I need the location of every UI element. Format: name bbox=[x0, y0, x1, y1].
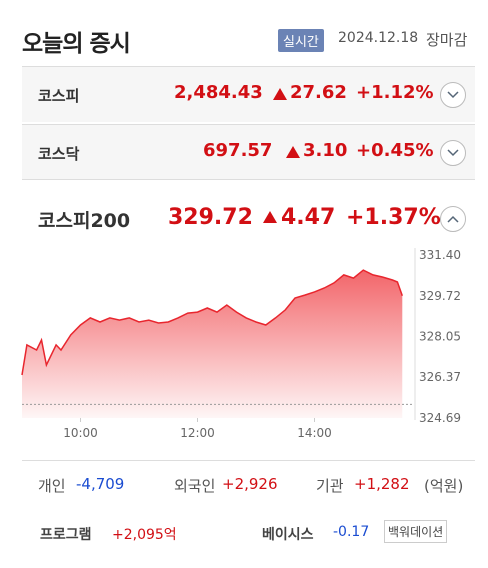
index-value: 329.72 bbox=[168, 205, 253, 230]
investor-value: +1,282 bbox=[354, 475, 410, 493]
area bbox=[22, 270, 403, 418]
y-tick-label: 331.40 bbox=[419, 248, 461, 262]
index-name: 코스닥 bbox=[38, 145, 80, 163]
index-change: 3.10 bbox=[303, 140, 348, 161]
date: 2024.12.18 bbox=[338, 30, 419, 46]
basis-state: 백워데이션 bbox=[384, 520, 448, 543]
index-name: 코스피200 bbox=[38, 210, 131, 232]
investor-bar: 개인 -4,709 외국인 +2,926 기관 +1,282 (억원) bbox=[22, 460, 475, 506]
index-percent: +1.12% bbox=[356, 82, 434, 103]
index-percent: +1.37% bbox=[346, 205, 441, 230]
title: 오늘의 증시 bbox=[22, 31, 131, 57]
index-change: 27.62 bbox=[290, 82, 347, 103]
basis-value: -0.17 bbox=[333, 524, 370, 540]
unit: (억원) bbox=[424, 477, 464, 495]
investor-value: -4,709 bbox=[76, 475, 125, 493]
price-line bbox=[21, 269, 404, 376]
investor-name: 개인 bbox=[38, 477, 66, 495]
x-tick-label: 10:00 bbox=[63, 426, 98, 440]
live-badge: 실시간 bbox=[278, 29, 324, 52]
up-icon bbox=[263, 211, 277, 223]
index-value: 2,484.43 bbox=[174, 82, 263, 103]
basis-label: 베이시스 bbox=[262, 527, 314, 543]
index-change: 4.47 bbox=[281, 205, 336, 230]
chart: 331.40 329.72 328.05 326.37 324.69 10:00 12:00… bbox=[21, 248, 461, 440]
y-tick-label: 326.37 bbox=[419, 370, 461, 384]
index-name: 코스피 bbox=[38, 87, 80, 105]
index-percent: +0.45% bbox=[356, 140, 434, 161]
index-value: 697.57 bbox=[203, 140, 273, 161]
y-tick-label: 324.69 bbox=[419, 411, 461, 425]
y-tick-label: 329.72 bbox=[419, 289, 461, 303]
program-value: +2,095억 bbox=[112, 527, 177, 543]
expand-button[interactable] bbox=[440, 140, 466, 166]
up-icon bbox=[286, 146, 300, 158]
collapse-button[interactable] bbox=[440, 206, 466, 232]
x-tick-label: 14:00 bbox=[297, 426, 332, 440]
expand-button[interactable] bbox=[440, 82, 466, 108]
index-row[interactable]: 코스닥 697.57 3.10 +0.45% bbox=[22, 124, 475, 180]
up-icon bbox=[273, 88, 287, 100]
investor-name: 외국인 bbox=[174, 477, 216, 495]
market-status: 장마감 bbox=[426, 31, 468, 49]
investor-value: +2,926 bbox=[222, 475, 278, 493]
x-tick-label: 12:00 bbox=[180, 426, 215, 440]
investor-name: 기관 bbox=[316, 477, 344, 495]
program-label: 프로그램 bbox=[40, 527, 92, 543]
y-tick-label: 328.05 bbox=[419, 329, 461, 343]
index-row[interactable]: 코스피 2,484.43 27.62 +1.12% bbox=[22, 66, 475, 122]
